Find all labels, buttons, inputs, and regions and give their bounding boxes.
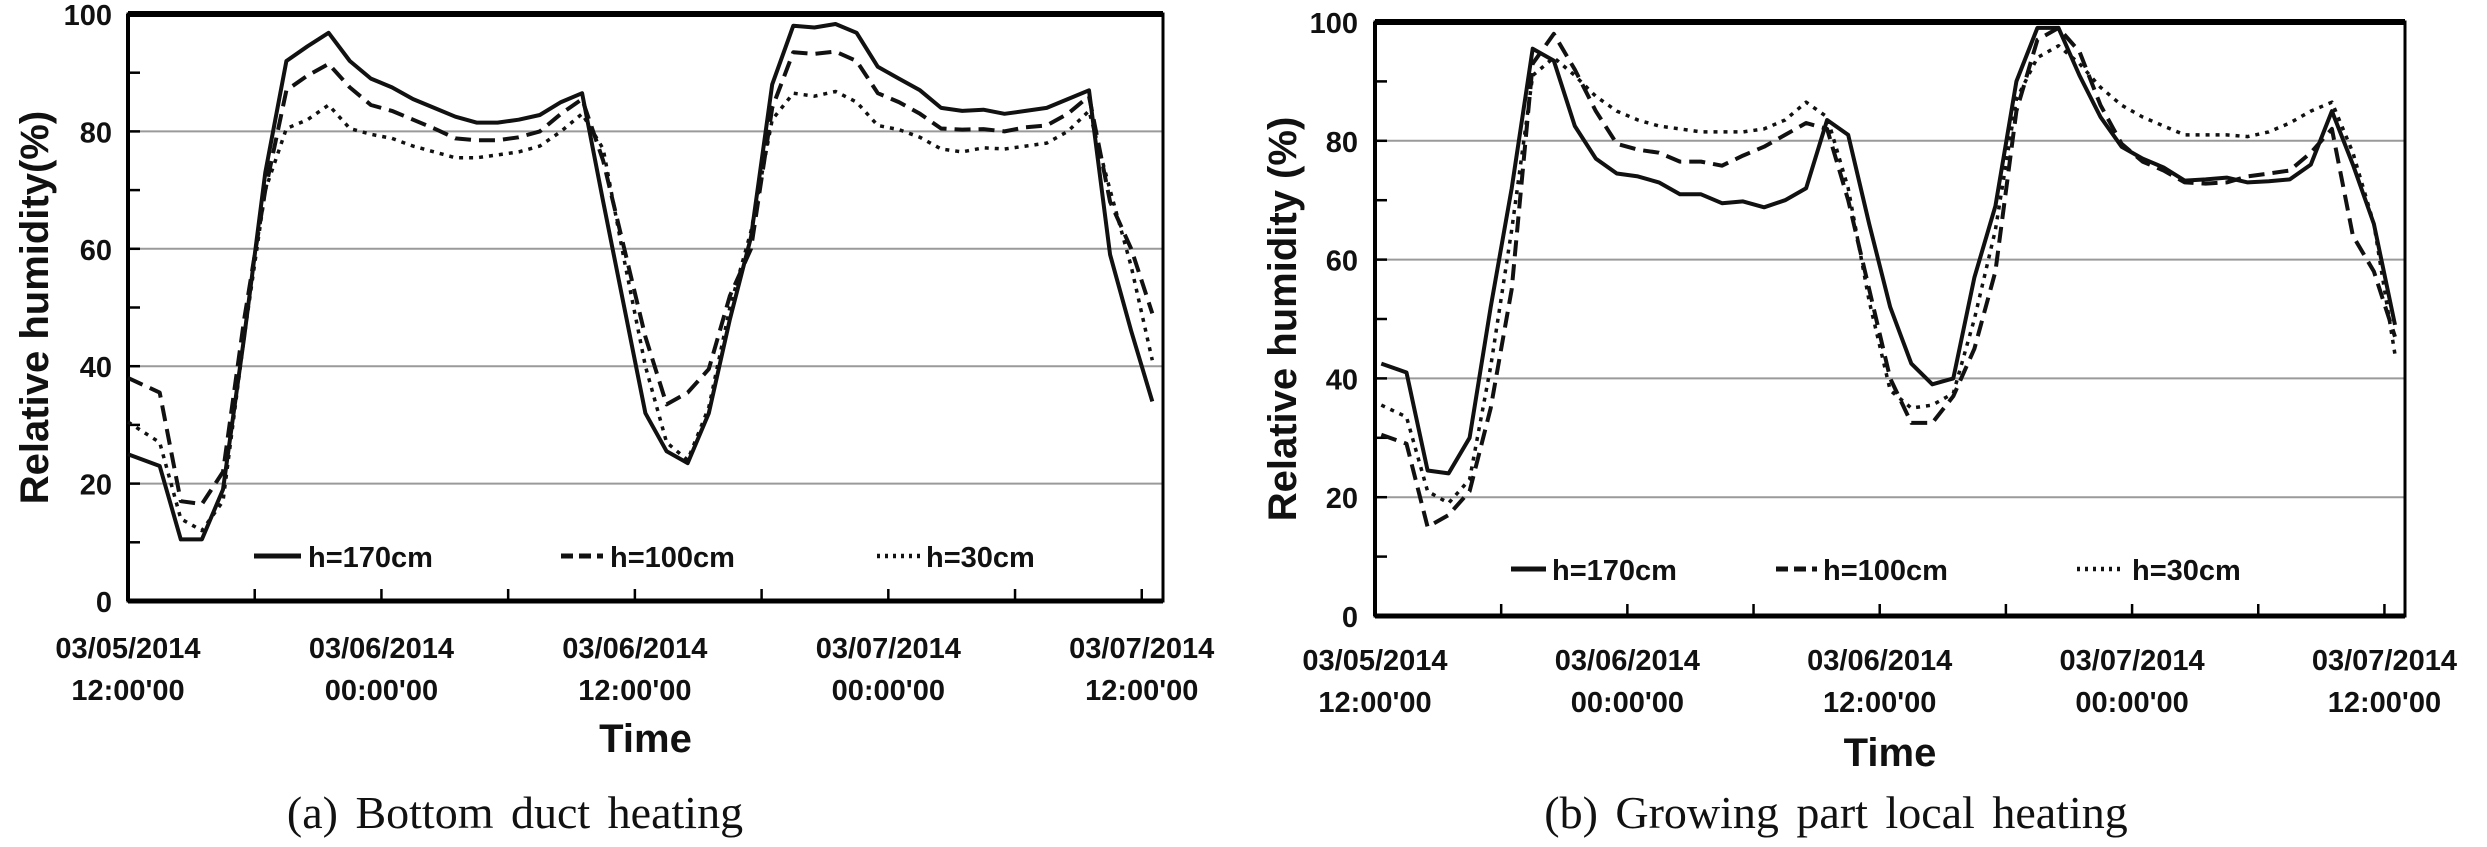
y-tick-label: 0	[1342, 602, 1358, 634]
y-tick-label: 40	[80, 352, 112, 384]
legend-label: h=100cm	[610, 542, 735, 574]
y-tick-label: 20	[80, 470, 112, 502]
series-line-h170cm	[127, 22, 1155, 542]
chart-a: 0 20 40 60 80 100 h=170cm h=100cm h=30cm 03/05/20…	[13, 0, 1214, 838]
y-tick-label: 100	[1310, 8, 1358, 40]
x-tick-label-time: 00:00'00	[832, 675, 945, 707]
figure-caption: (a) Bottom duct heating	[287, 787, 743, 838]
series-line-h100cm	[127, 49, 1155, 507]
x-tick-label-time: 12:00'00	[578, 675, 691, 707]
chart-b: 0 20 40 60 80 100 h=170cm h=100cm h=30cm 03/05/20…	[1261, 8, 2457, 838]
x-tick-label-date: 03/06/2014	[1807, 645, 1952, 677]
legend-label: h=170cm	[308, 542, 433, 574]
y-tick-label: 100	[64, 0, 112, 32]
y-tick-label: 0	[96, 587, 112, 619]
x-tick-label-date: 03/07/2014	[1069, 633, 1214, 665]
y-axis-title: Relative humidity (%)	[1261, 117, 1305, 522]
series-line-h170cm	[1380, 25, 2397, 476]
y-tick-label: 60	[80, 235, 112, 267]
x-tick-label-time: 12:00'00	[1318, 687, 1431, 719]
x-tick-label-time: 12:00'00	[1823, 687, 1936, 719]
y-tick-label: 80	[1326, 127, 1358, 159]
series-line-h100cm	[1380, 25, 2397, 529]
legend-label: h=170cm	[1552, 555, 1677, 587]
x-tick-label-date: 03/07/2014	[816, 633, 961, 665]
series-line-h30cm	[127, 89, 1155, 533]
figure-caption: (b) Growing part local heating	[1544, 787, 2127, 838]
x-tick-label-date: 03/07/2014	[2312, 645, 2457, 677]
x-tick-label-date: 03/05/2014	[1302, 645, 1447, 677]
x-tick-label-time: 12:00'00	[71, 675, 184, 707]
x-tick-label-time: 00:00'00	[2075, 687, 2188, 719]
x-tick-label-time: 12:00'00	[1085, 675, 1198, 707]
x-tick-label-date: 03/06/2014	[309, 633, 454, 665]
y-tick-label: 60	[1326, 246, 1358, 278]
legend-label: h=30cm	[926, 542, 1035, 574]
y-tick-label: 40	[1326, 364, 1358, 396]
y-tick-label: 20	[1326, 483, 1358, 515]
y-axis-title: Relative humidity(%)	[13, 111, 57, 504]
x-tick-label-time: 00:00'00	[1571, 687, 1684, 719]
x-axis-title: Time	[1844, 731, 1937, 775]
x-tick-label-date: 03/05/2014	[55, 633, 200, 665]
series-line-h30cm	[1380, 44, 2397, 505]
x-tick-label-date: 03/07/2014	[2060, 645, 2205, 677]
x-tick-label-date: 03/06/2014	[562, 633, 707, 665]
x-tick-label-time: 12:00'00	[2328, 687, 2441, 719]
x-tick-label-date: 03/06/2014	[1555, 645, 1700, 677]
legend-label: h=30cm	[2132, 555, 2241, 587]
x-tick-label-time: 00:00'00	[325, 675, 438, 707]
x-axis-title: Time	[599, 717, 692, 761]
legend-label: h=100cm	[1823, 555, 1948, 587]
y-tick-label: 80	[80, 117, 112, 149]
